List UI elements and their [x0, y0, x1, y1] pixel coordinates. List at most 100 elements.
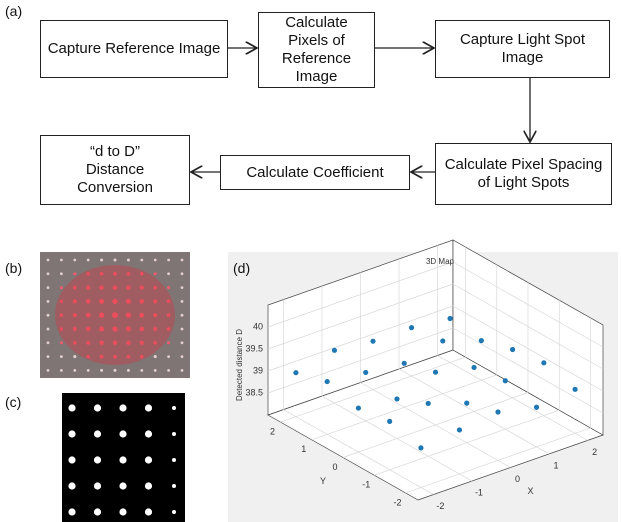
- light-spot: [167, 355, 170, 358]
- point: [332, 348, 337, 353]
- light-spot: [181, 272, 184, 275]
- point: [541, 360, 546, 365]
- light-spot: [60, 286, 63, 289]
- light-spot: [47, 259, 50, 262]
- panel-label: (c): [5, 394, 21, 410]
- light-spot: [87, 369, 90, 372]
- point: [293, 370, 298, 375]
- point: [510, 347, 515, 352]
- point: [387, 419, 392, 424]
- light-spot: [181, 341, 184, 344]
- binary-spot: [68, 404, 75, 411]
- binary-spot: [94, 508, 101, 515]
- point: [495, 409, 500, 414]
- glow: [55, 265, 175, 365]
- light-spot: [47, 341, 50, 344]
- point: [356, 405, 361, 410]
- light-spot: [181, 259, 184, 262]
- panel-label: (a): [5, 3, 22, 19]
- binary-spot: [145, 404, 152, 411]
- point: [363, 370, 368, 375]
- light-spot: [154, 369, 157, 372]
- light-spot: [167, 286, 170, 289]
- light-spot: [47, 286, 50, 289]
- light-spot: [47, 355, 50, 358]
- light-spot: [154, 355, 157, 358]
- point: [440, 338, 445, 343]
- light-spot: [60, 369, 63, 372]
- light-spot: [181, 369, 184, 372]
- flow-node: Calculate Pixel Spacing of Light Spots: [435, 143, 612, 205]
- z-tick-label: 40: [253, 321, 263, 331]
- light-spot: [113, 369, 116, 372]
- point: [325, 379, 330, 384]
- binary-spot: [172, 510, 176, 514]
- x-tick-label: -2: [436, 501, 444, 511]
- light-spot: [60, 272, 63, 275]
- light-spot: [60, 355, 63, 358]
- x-tick-label: -1: [475, 487, 483, 497]
- y-tick-label: 2: [270, 426, 275, 436]
- binary-spot: [145, 482, 152, 489]
- binary-spot: [172, 432, 176, 436]
- binary-spot: [119, 430, 126, 437]
- light-spot: [167, 341, 170, 344]
- y-axis-label: Y: [320, 476, 326, 486]
- x-axis-label: X: [527, 486, 533, 496]
- light-spot: [73, 355, 76, 358]
- light-spot: [47, 300, 50, 303]
- light-spot: [181, 300, 184, 303]
- point: [457, 427, 462, 432]
- light-spot: [47, 328, 50, 331]
- light-spot: [167, 369, 170, 372]
- binary-spot: [119, 404, 126, 411]
- light-spot: [167, 259, 170, 262]
- light-spot: [140, 259, 143, 262]
- light-spot: [60, 259, 63, 262]
- light-spot: [127, 369, 130, 372]
- light-spot: [181, 286, 184, 289]
- light-spot: [181, 314, 184, 317]
- light-spot: [100, 258, 103, 261]
- light-spot: [47, 272, 50, 275]
- light-spot: [73, 259, 76, 262]
- flow-node: “d to D” Distance Conversion: [40, 135, 190, 205]
- panel-label: (b): [5, 260, 22, 276]
- point: [464, 401, 469, 406]
- point: [402, 361, 407, 366]
- point: [433, 370, 438, 375]
- light-spot: [140, 369, 143, 372]
- binary-spot: [172, 406, 176, 410]
- binary-spot: [145, 508, 152, 515]
- binary-spot: [145, 430, 152, 437]
- light-spot: [100, 369, 103, 372]
- point: [534, 405, 539, 410]
- binary-spot: [68, 456, 75, 463]
- binary-spot: [94, 404, 101, 411]
- flow-node: Capture Reference Image: [40, 20, 228, 78]
- light-spot: [87, 259, 90, 262]
- light-spot: [181, 328, 184, 331]
- light-spot: [154, 272, 157, 275]
- light-spot: [73, 272, 76, 275]
- point: [394, 396, 399, 401]
- binary-spot: [68, 482, 75, 489]
- binary-spot: [172, 484, 176, 488]
- z-axis-label: Detected distance D: [235, 329, 244, 401]
- light-spot: [60, 341, 63, 344]
- light-spot: [47, 314, 50, 317]
- point: [471, 365, 476, 370]
- z-tick-label: 38.5: [245, 387, 263, 397]
- flow-node: Calculate Pixels of Reference Image: [258, 12, 375, 88]
- point: [409, 325, 414, 330]
- binary-spot: [94, 482, 101, 489]
- binary-spot: [119, 508, 126, 515]
- binary-spot: [119, 456, 126, 463]
- chart-title: 3D Map: [426, 257, 455, 266]
- point: [479, 338, 484, 343]
- point: [572, 387, 577, 392]
- x-tick-label: 1: [554, 460, 559, 470]
- light-spot: [167, 272, 170, 275]
- light-spot: [127, 258, 130, 261]
- figure: -2-1012-2-101238.53939.5403D MapXYDetect…: [0, 0, 621, 522]
